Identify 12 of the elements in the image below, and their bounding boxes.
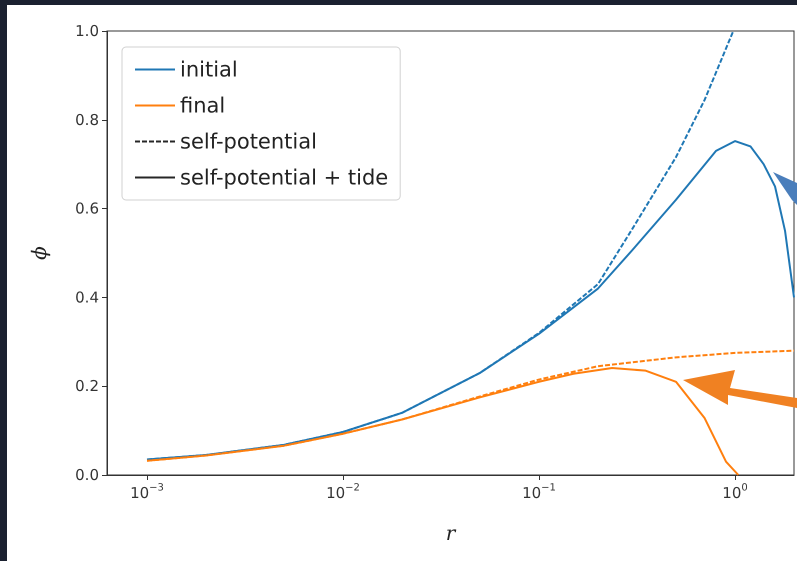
y-tick-label: 1.0 bbox=[75, 22, 99, 40]
y-axis-title: ϕ bbox=[27, 246, 51, 260]
y-tick-label: 0.8 bbox=[75, 110, 99, 129]
y-tick-label: 0.2 bbox=[75, 377, 99, 396]
y-tick-label: 0.4 bbox=[75, 288, 99, 306]
legend-label: self-potential bbox=[180, 130, 317, 154]
legend-label: self-potential + tide bbox=[180, 166, 388, 190]
legend-label: initial bbox=[180, 58, 238, 82]
y-tick-label: 0.0 bbox=[75, 466, 99, 484]
legend-label: final bbox=[180, 94, 226, 118]
x-axis-title: r bbox=[446, 521, 457, 545]
y-tick-label: 0.6 bbox=[75, 200, 99, 218]
